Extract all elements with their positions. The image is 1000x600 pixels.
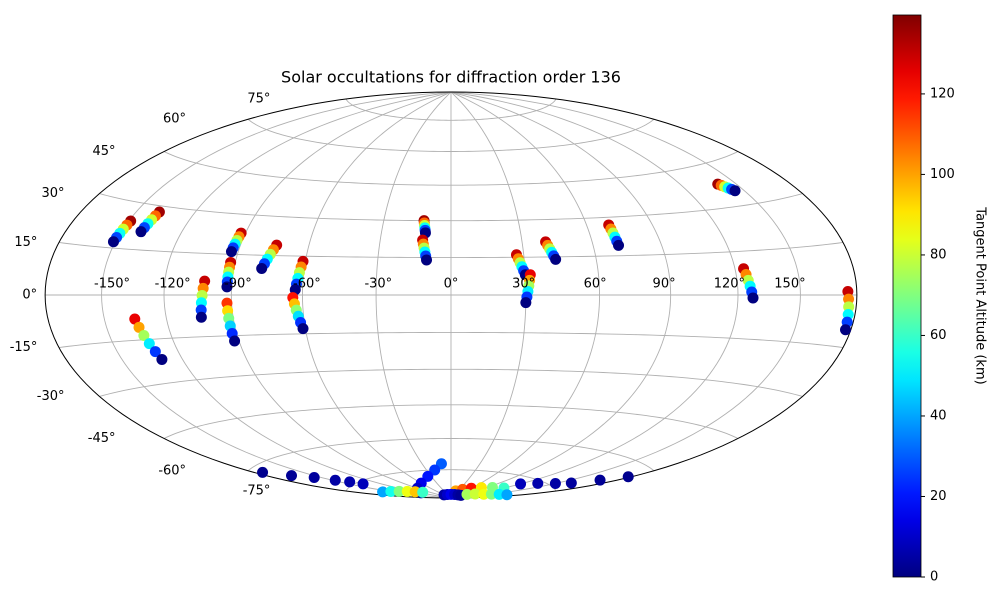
grid xyxy=(45,91,857,499)
y-tick-label: -60° xyxy=(158,463,186,478)
data-point xyxy=(478,488,490,500)
grid-line xyxy=(99,368,803,397)
data-point xyxy=(143,338,155,350)
data-point xyxy=(308,472,320,484)
y-tick-label: 60° xyxy=(163,112,186,127)
data-point xyxy=(286,470,298,482)
data-point xyxy=(840,324,852,336)
colorbar-tick-label: 0 xyxy=(930,570,938,585)
data-point xyxy=(221,281,233,293)
data-point xyxy=(257,466,269,478)
x-tick-label: -60° xyxy=(293,277,321,292)
data-point xyxy=(377,486,389,498)
data-point xyxy=(461,488,473,500)
data-point xyxy=(532,477,544,489)
x-tick-label: -30° xyxy=(364,277,392,292)
grid-line xyxy=(247,438,655,472)
x-tick-label: -90° xyxy=(224,277,252,292)
data-point xyxy=(520,297,532,309)
x-tick-label: 0° xyxy=(444,277,459,292)
x-tick-label: 120° xyxy=(714,277,745,292)
data-point xyxy=(843,293,855,305)
data-point xyxy=(133,321,145,333)
data-point xyxy=(515,478,527,490)
data-point xyxy=(135,226,147,238)
data-point xyxy=(747,292,759,304)
x-tick-label: -150° xyxy=(94,277,130,292)
chart-title: Solar occultations for diffraction order… xyxy=(281,68,621,87)
grid-line xyxy=(99,193,803,222)
y-tick-label: 45° xyxy=(92,144,115,159)
data-point xyxy=(156,353,168,365)
data-point xyxy=(422,470,434,482)
points xyxy=(107,178,855,501)
colorbar-tick-label: 40 xyxy=(930,408,947,423)
map-boundary xyxy=(44,91,858,499)
x-tick-label: 60° xyxy=(584,277,607,292)
data-point xyxy=(401,485,413,497)
data-point xyxy=(344,476,356,488)
y-tick-label: 30° xyxy=(41,186,64,201)
data-point xyxy=(297,323,309,335)
y-tick-label: -45° xyxy=(88,431,116,446)
data-point xyxy=(594,474,606,486)
colorbar-tick-label: 80 xyxy=(930,247,947,262)
data-point xyxy=(501,489,513,501)
data-point xyxy=(613,239,625,251)
data-point xyxy=(229,335,241,347)
data-point xyxy=(485,488,497,500)
x-tick-label: -120° xyxy=(155,277,191,292)
data-point xyxy=(469,488,481,500)
colorbar-tick-label: 120 xyxy=(930,86,955,101)
colorbar-tick-label: 100 xyxy=(930,167,955,182)
data-point xyxy=(729,185,741,197)
data-point xyxy=(329,474,341,486)
y-tick-label: 75° xyxy=(247,91,270,106)
labels: -150° -120° -90° -60° -30° 0° 30° 60° 90° 120° 150… xyxy=(10,91,806,498)
grid-line xyxy=(345,98,557,121)
y-tick-label: -15° xyxy=(10,340,38,355)
y-tick-label: -75° xyxy=(243,484,271,499)
data-point xyxy=(357,478,369,490)
grid-line xyxy=(58,242,844,258)
data-point xyxy=(385,486,397,498)
grid-line xyxy=(58,332,844,348)
x-tick-label: 150° xyxy=(774,277,805,292)
grid-line xyxy=(163,151,739,186)
data-point xyxy=(129,313,141,325)
data-point xyxy=(138,330,150,342)
data-point xyxy=(622,471,634,483)
y-tick-label: 15° xyxy=(14,235,37,250)
data-point xyxy=(195,311,207,323)
data-point xyxy=(417,486,429,498)
colorbar-tick-label: 60 xyxy=(930,328,947,343)
data-point xyxy=(421,254,433,266)
grid-line xyxy=(163,404,739,439)
data-point xyxy=(149,346,161,358)
colorbar-label: Tangent Point Altitude (km) xyxy=(973,206,988,384)
data-point xyxy=(225,246,237,258)
colorbar-tick-label: 20 xyxy=(930,489,947,504)
x-tick-label: 30° xyxy=(512,277,535,292)
data-point xyxy=(565,477,577,489)
y-tick-label: 0° xyxy=(22,288,37,303)
y-tick-label: -30° xyxy=(37,389,65,404)
data-point xyxy=(393,485,405,497)
colorbar xyxy=(892,14,922,578)
data-point xyxy=(107,236,119,248)
x-tick-label: 90° xyxy=(653,277,676,292)
grid-line xyxy=(247,118,655,152)
data-point xyxy=(550,253,562,265)
data-point xyxy=(256,262,268,274)
data-point xyxy=(549,477,561,489)
